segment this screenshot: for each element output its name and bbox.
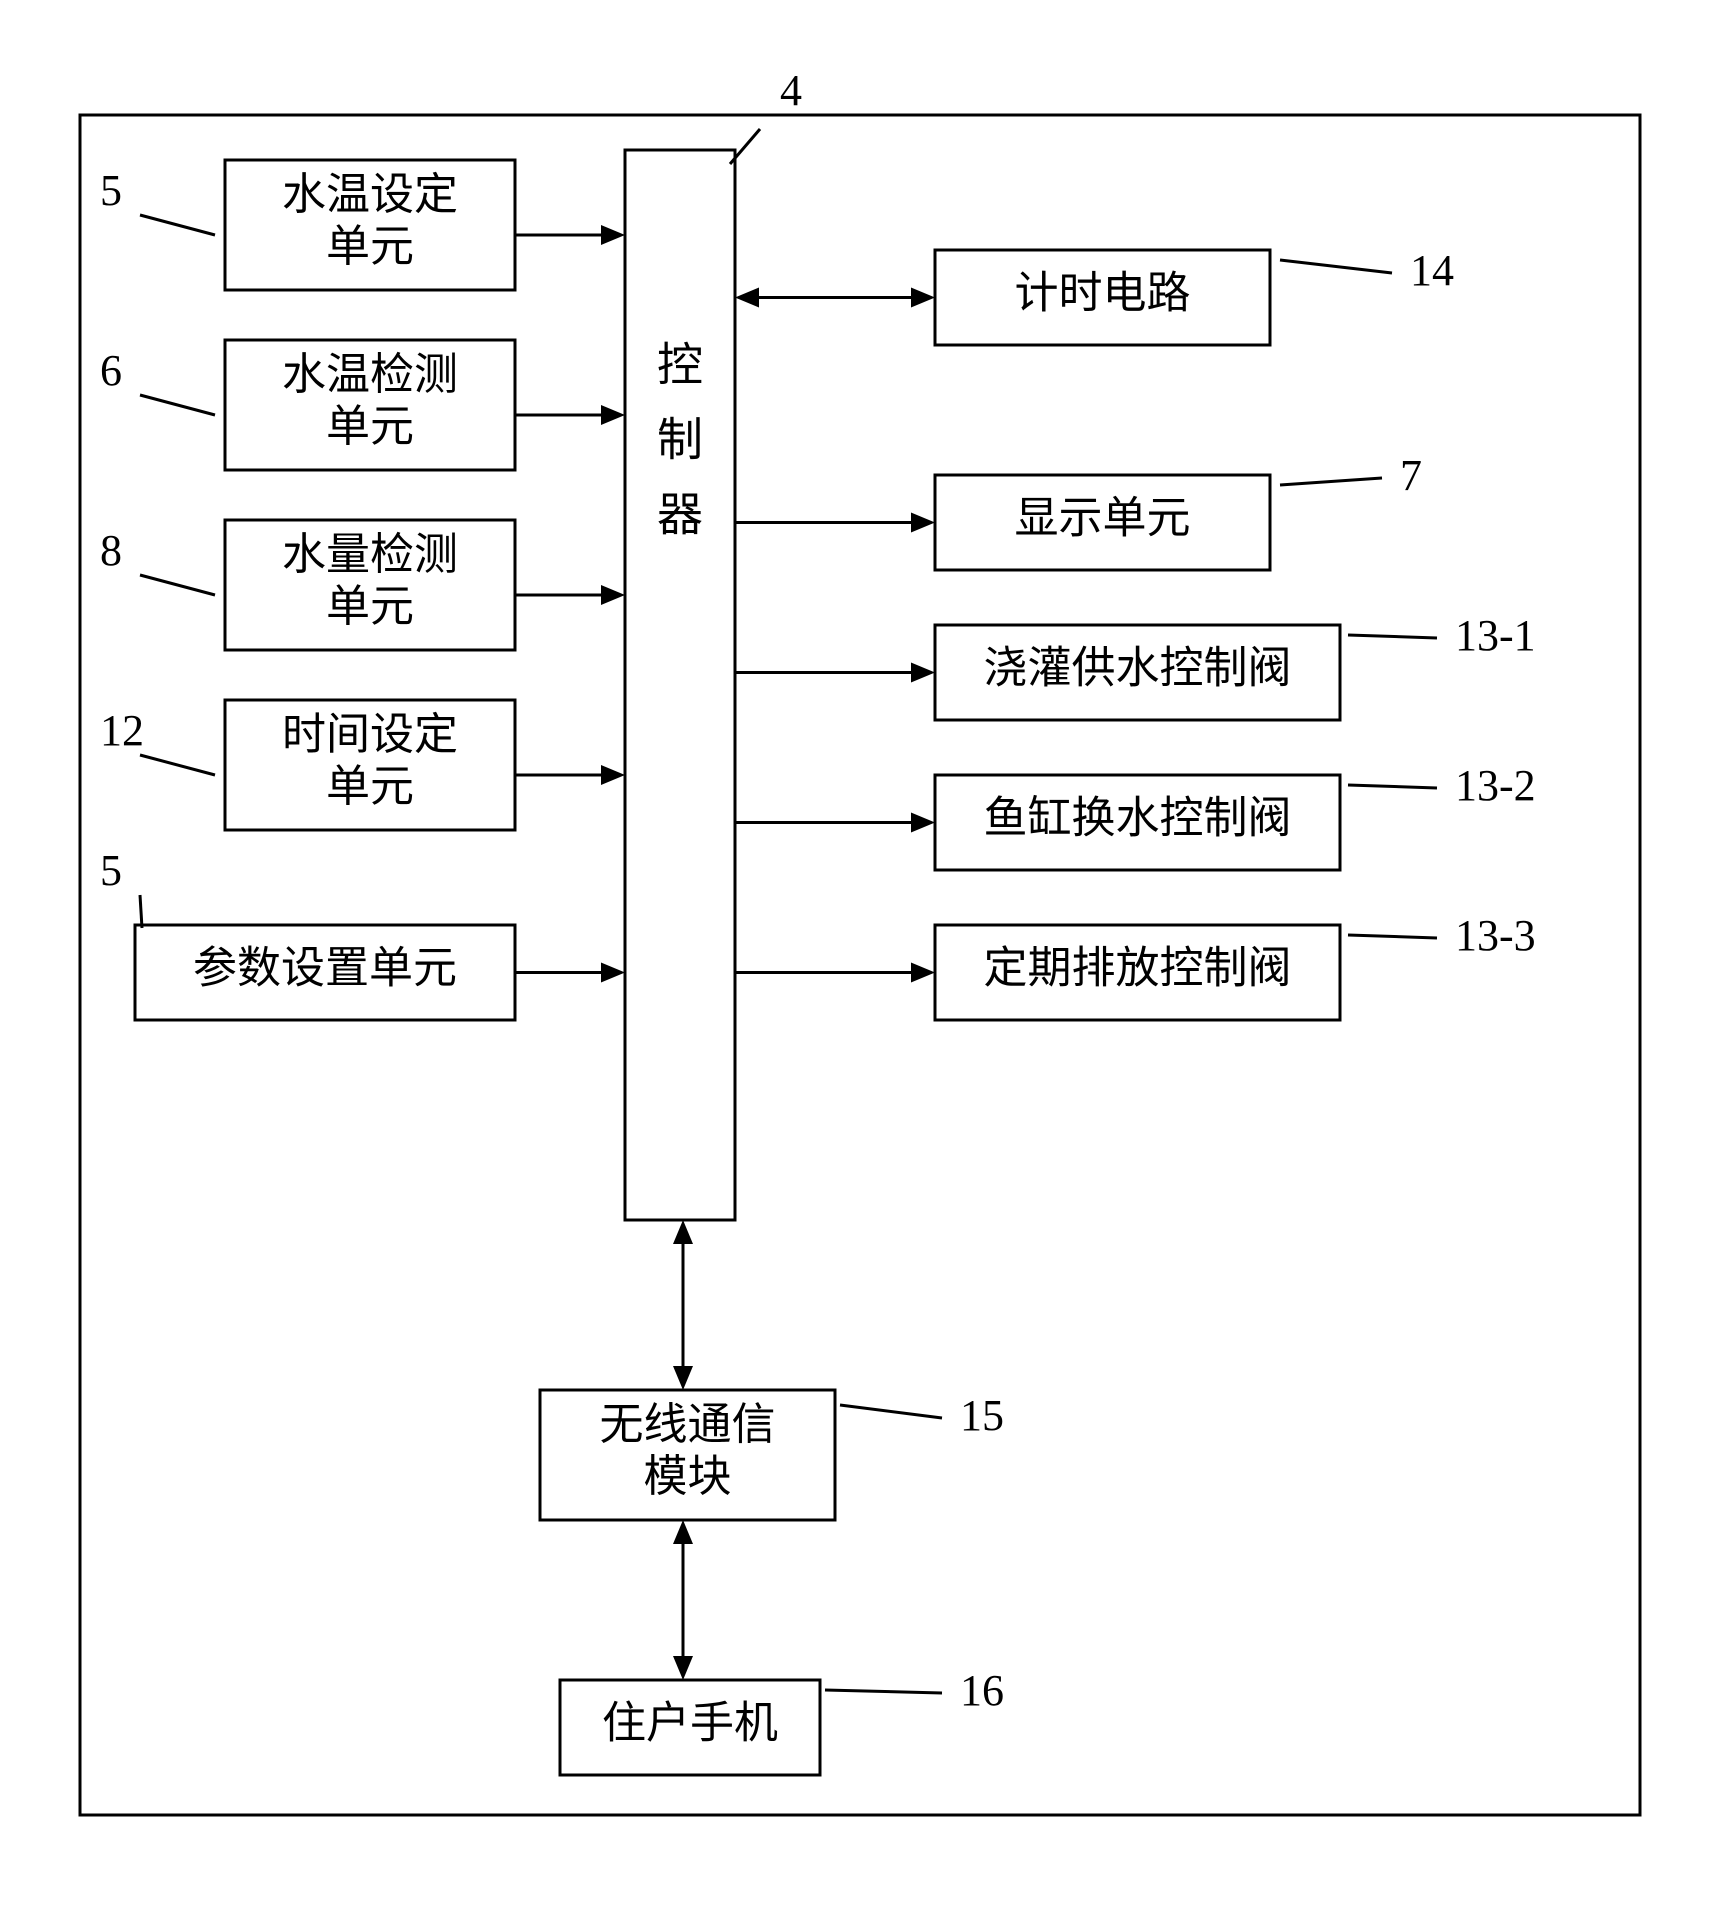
leader-fishtank bbox=[1348, 785, 1437, 788]
leader-controller bbox=[730, 129, 760, 164]
arrowhead bbox=[911, 288, 935, 308]
refnum-temp-detect: 6 bbox=[100, 346, 122, 395]
label-time-set-1: 单元 bbox=[326, 762, 414, 811]
refnum-param-set: 5 bbox=[100, 846, 122, 895]
leader-temp-set bbox=[140, 215, 215, 235]
refnum-timer: 14 bbox=[1410, 246, 1454, 295]
controller-char-0: 控 bbox=[657, 340, 703, 391]
arrowhead bbox=[601, 765, 625, 785]
label-wireless-0: 无线通信 bbox=[600, 1400, 776, 1449]
arrowhead bbox=[735, 288, 759, 308]
label-temp-detect-0: 水温检测 bbox=[282, 350, 458, 399]
arrowhead bbox=[911, 663, 935, 683]
box-controller bbox=[625, 150, 735, 1220]
leader-timer bbox=[1280, 260, 1392, 273]
label-irrigation-0: 浇灌供水控制阀 bbox=[984, 644, 1292, 693]
label-time-set-0: 时间设定 bbox=[282, 710, 458, 759]
arrowhead bbox=[673, 1366, 693, 1390]
controller-char-2: 器 bbox=[657, 490, 703, 541]
label-discharge-0: 定期排放控制阀 bbox=[984, 944, 1292, 993]
arrowhead bbox=[601, 585, 625, 605]
refnum-temp-set: 5 bbox=[100, 166, 122, 215]
leader-discharge bbox=[1348, 935, 1437, 938]
arrowhead bbox=[601, 225, 625, 245]
label-display-0: 显示单元 bbox=[1015, 494, 1191, 543]
arrowhead bbox=[911, 963, 935, 983]
label-param-set-0: 参数设置单元 bbox=[193, 944, 457, 993]
leader-display bbox=[1280, 478, 1382, 485]
label-water-detect-1: 单元 bbox=[326, 582, 414, 631]
label-water-detect-0: 水量检测 bbox=[282, 530, 458, 579]
refnum-wireless: 15 bbox=[960, 1391, 1004, 1440]
arrowhead bbox=[911, 813, 935, 833]
refnum-time-set: 12 bbox=[100, 706, 144, 755]
arrowhead bbox=[911, 513, 935, 533]
leader-temp-detect bbox=[140, 395, 215, 415]
label-phone-0: 住户手机 bbox=[602, 1699, 778, 1748]
leader-irrigation bbox=[1348, 635, 1437, 638]
leader-water-detect bbox=[140, 575, 215, 595]
refnum-display: 7 bbox=[1400, 451, 1422, 500]
refnum-water-detect: 8 bbox=[100, 526, 122, 575]
refnum-discharge: 13-3 bbox=[1455, 911, 1536, 960]
leader-wireless bbox=[840, 1405, 942, 1418]
arrowhead bbox=[601, 405, 625, 425]
leader-phone bbox=[825, 1690, 942, 1693]
label-temp-detect-1: 单元 bbox=[326, 402, 414, 451]
leader-time-set bbox=[140, 755, 215, 775]
leader-param-set bbox=[140, 895, 142, 928]
arrowhead bbox=[673, 1656, 693, 1680]
label-timer-0: 计时电路 bbox=[1015, 269, 1191, 318]
controller-char-1: 制 bbox=[657, 415, 703, 466]
refnum-controller: 4 bbox=[780, 66, 802, 115]
arrowhead bbox=[601, 963, 625, 983]
arrowhead bbox=[673, 1220, 693, 1244]
refnum-irrigation: 13-1 bbox=[1455, 611, 1536, 660]
label-temp-set-0: 水温设定 bbox=[282, 170, 458, 219]
label-fishtank-0: 鱼缸换水控制阀 bbox=[984, 794, 1292, 843]
refnum-fishtank: 13-2 bbox=[1455, 761, 1536, 810]
arrowhead bbox=[673, 1520, 693, 1544]
label-wireless-1: 模块 bbox=[644, 1452, 732, 1501]
label-temp-set-1: 单元 bbox=[326, 222, 414, 271]
refnum-phone: 16 bbox=[960, 1666, 1004, 1715]
